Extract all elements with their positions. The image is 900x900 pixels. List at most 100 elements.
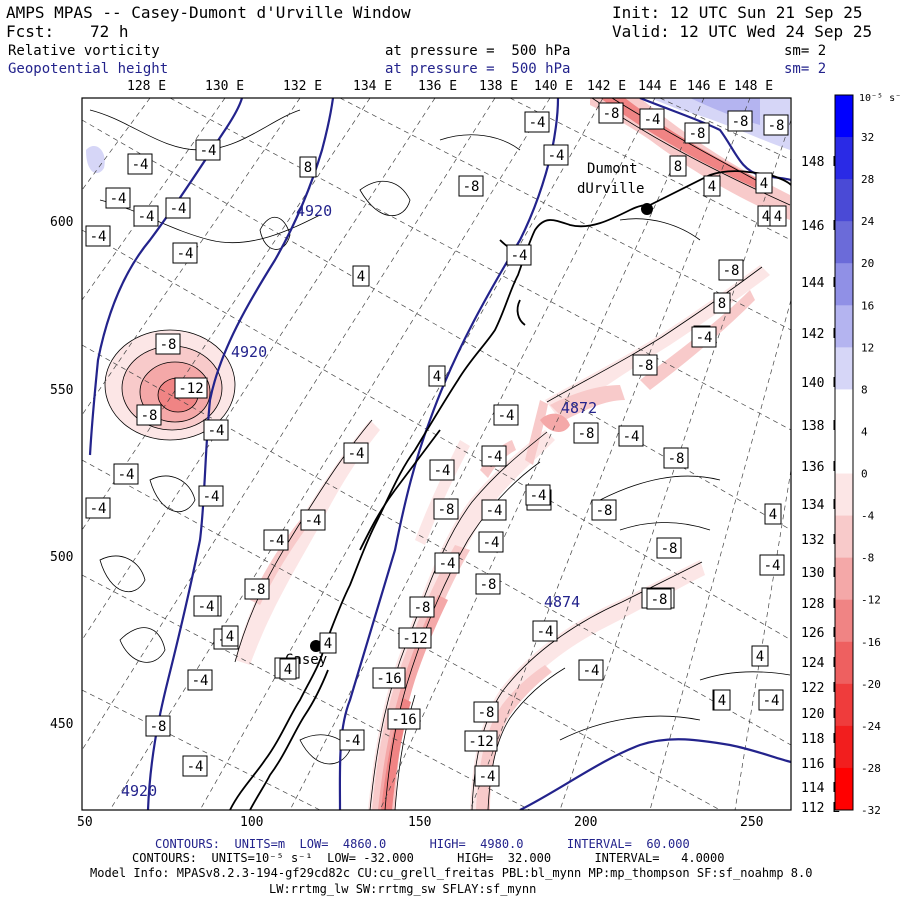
- vorticity-label: -4: [429, 459, 455, 481]
- contour-units: UNITS=10⁻⁵ s⁻¹: [211, 851, 313, 865]
- vorticity-label-text: -8: [478, 705, 495, 721]
- vorticity-label-box: [755, 172, 773, 194]
- vorticity-label-box: [172, 242, 198, 264]
- vorticity-labels: -4 -4 8 -4 -4 -4 -4 -4 -8 -12 -8 -4 -4 -4 -4 -4 -4 -4 -8 -8…: [85, 102, 789, 787]
- vorticity-label: 4: [352, 265, 370, 287]
- vorticity-label-box: [478, 531, 504, 553]
- vorticity-label-box: [165, 197, 191, 219]
- vorticity-label-box: [764, 503, 782, 525]
- vorticity-label-text: -8: [689, 126, 706, 142]
- field1-pressure: at pressure = 500 hPa: [385, 43, 571, 59]
- vorticity-label: 4: [428, 365, 446, 387]
- vorticity-label-box: [85, 225, 111, 247]
- colorbar-label: -28: [861, 762, 881, 775]
- y-tick-label: 450: [50, 717, 73, 732]
- vorticity-label-box: [684, 122, 710, 144]
- vorticity-label-text: -8: [480, 577, 497, 593]
- vorticity-label-text: -4: [434, 463, 451, 479]
- vorticity-label-text: -4: [530, 488, 547, 504]
- vorticity-label-box: [113, 463, 139, 485]
- vorticity-label: -4: [127, 153, 153, 175]
- colorbar-swatch: [835, 431, 853, 475]
- vorticity-label: -8: [244, 578, 270, 600]
- vorticity-label-text: -8: [578, 426, 595, 442]
- vorticity-label: -8: [632, 354, 658, 376]
- vorticity-label-text: 4: [324, 636, 332, 652]
- contour-units: UNITS=m: [234, 837, 286, 851]
- vorticity-label: -8: [646, 588, 672, 610]
- vorticity-label: -4: [493, 404, 519, 426]
- vorticity-label-text: 4: [756, 649, 764, 665]
- vorticity-label: -8: [475, 573, 501, 595]
- vorticity-label-text: -4: [198, 599, 215, 615]
- vorticity-label-box: [136, 404, 162, 426]
- vorticity-label-box: [506, 244, 532, 266]
- vorticity-label: -4: [481, 445, 507, 467]
- vorticity-label-box: [727, 110, 753, 132]
- vorticity-label-box: [475, 573, 501, 595]
- vorticity-label-box: [691, 326, 717, 348]
- colorbar-swatch: [835, 263, 853, 306]
- vorticity-label: -16: [372, 667, 406, 689]
- y-axis-ticks: 600 550 500 450: [50, 215, 73, 732]
- vorticity-label: -4: [187, 669, 213, 691]
- vorticity-label: -4: [193, 595, 219, 617]
- field2-pressure: at pressure = 500 hPa: [385, 61, 571, 77]
- vorticity-label: -4: [105, 187, 131, 209]
- height-label: 4920: [296, 202, 332, 220]
- vorticity-label-box: [646, 588, 672, 610]
- forecast-label: Fcst:: [6, 22, 55, 41]
- vorticity-label-box: [618, 425, 644, 447]
- vorticity-label-text: -4: [138, 209, 155, 225]
- vorticity-label: 4: [764, 503, 782, 525]
- vorticity-label-box: [703, 175, 721, 197]
- vorticity-label: 4: [713, 689, 731, 711]
- y-tick-label: 500: [50, 550, 73, 565]
- top-lon-label: 138 E: [479, 79, 518, 94]
- right-lon-label: 136 E: [801, 460, 840, 475]
- vorticity-label-box: [174, 377, 208, 399]
- right-lon-label: 142 E: [801, 327, 840, 342]
- vorticity-label-box: [198, 485, 224, 507]
- height-labels: 4920 4920 4920 4872 4874: [121, 202, 597, 800]
- vorticity-label-text: -8: [414, 600, 431, 616]
- vorticity-label-box: [429, 459, 455, 481]
- vorticity-label: 4: [769, 205, 787, 227]
- vorticity-label-text: -4: [268, 533, 285, 549]
- vorticity-label-box: [524, 111, 550, 133]
- vorticity-label-box: [532, 620, 558, 642]
- vorticity-label: -8: [591, 499, 617, 521]
- vorticity-label: -8: [145, 715, 171, 737]
- vorticity-label-box: [352, 265, 370, 287]
- right-lon-label: 118 E: [801, 732, 840, 747]
- vorticity-label-box: [759, 554, 785, 576]
- colorbar-label: -32: [861, 804, 881, 817]
- vorticity-label-box: [433, 498, 459, 520]
- vorticity-label-text: -8: [637, 358, 654, 374]
- vorticity-label-text: -4: [90, 501, 107, 517]
- vorticity-label-box: [639, 108, 665, 130]
- right-lon-label: 134 E: [801, 498, 840, 513]
- vorticity-label: -4: [691, 326, 717, 348]
- vorticity-label: -4: [474, 765, 500, 787]
- station-label: dUrville: [577, 181, 644, 197]
- vorticity-label-box: [279, 658, 297, 680]
- x-tick-label: 250: [740, 815, 763, 830]
- vorticity-label-box: [387, 708, 421, 730]
- model-info-physics: LW:rrtmg_lw SW:rrtmg_sw SFLAY:sf_mynn: [269, 882, 537, 896]
- vorticity-label-box: [713, 689, 731, 711]
- colorbar-swatch: [835, 389, 853, 432]
- vorticity-label-box: [203, 419, 229, 441]
- vorticity-label-text: -4: [583, 663, 600, 679]
- vorticity-label-text: -4: [439, 556, 456, 572]
- vorticity-label-text: 4: [760, 176, 768, 192]
- height-contour-info: CONTOURS: UNITS=m LOW= 4860.0 HIGH= 4980…: [155, 838, 690, 850]
- vorticity-label-text: -4: [200, 143, 217, 159]
- right-lon-label: 126 E: [801, 626, 840, 641]
- right-lon-label: 138 E: [801, 419, 840, 434]
- vorticity-label: -8: [458, 175, 484, 197]
- vorticity-label: -8: [763, 114, 789, 136]
- right-lon-label: 116 E: [801, 757, 840, 772]
- top-lon-label: 134 E: [353, 79, 392, 94]
- vorticity-label-text: -4: [90, 229, 107, 245]
